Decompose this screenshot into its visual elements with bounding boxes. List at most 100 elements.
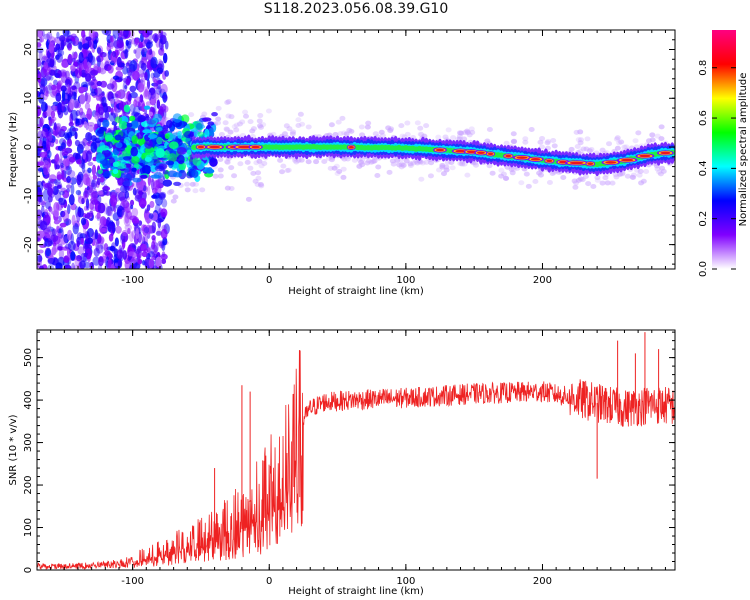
snr-y-tick-label: 100	[23, 518, 34, 537]
haze-speckle	[615, 135, 621, 140]
transition-blob	[177, 131, 182, 139]
haze-speckle	[213, 174, 219, 179]
transition-blob	[177, 147, 187, 155]
noise-speckle	[110, 98, 114, 103]
noise-speckle	[147, 204, 151, 211]
haze-speckle	[348, 129, 354, 134]
noise-speckle	[134, 96, 141, 102]
noise-speckle	[50, 118, 55, 123]
haze-speckle	[237, 161, 243, 166]
noise-speckle	[77, 240, 80, 247]
hotspot-core	[198, 146, 204, 149]
haze-speckle	[459, 161, 465, 166]
noise-speckle	[90, 92, 97, 96]
noise-speckle	[95, 229, 98, 239]
noise-speckle	[55, 262, 62, 271]
noise-speckle	[64, 236, 68, 244]
haze-speckle	[498, 168, 504, 173]
spectrogram-x-tick-label: 100	[396, 275, 415, 286]
transition-blob	[144, 106, 151, 110]
noise-speckle	[123, 250, 128, 260]
noise-speckle	[142, 260, 145, 266]
haze-speckle	[226, 99, 232, 104]
noise-speckle	[46, 212, 51, 222]
haze-speckle	[266, 109, 272, 114]
haze-speckle	[340, 175, 346, 180]
haze-speckle	[336, 120, 342, 125]
haze-speckle	[545, 140, 551, 145]
noise-speckle	[76, 159, 82, 164]
noise-speckle	[71, 85, 76, 90]
haze-speckle	[417, 126, 423, 131]
noise-speckle	[117, 40, 124, 49]
transition-blob	[166, 120, 173, 128]
transition-blob	[130, 147, 138, 157]
noise-speckle	[143, 91, 151, 99]
noise-speckle	[124, 92, 128, 100]
noise-speckle	[47, 187, 53, 196]
noise-speckle	[107, 83, 115, 90]
noise-speckle	[99, 222, 103, 227]
noise-speckle	[56, 49, 64, 56]
colorbar-tick-label: 0.8	[698, 60, 709, 76]
haze-speckle	[619, 171, 625, 176]
transition-blob	[211, 112, 218, 116]
noise-speckle	[149, 258, 154, 268]
noise-speckle	[160, 208, 167, 217]
noise-speckle	[76, 190, 81, 195]
noise-speckle	[151, 73, 155, 79]
haze-speckle	[359, 162, 365, 167]
noise-speckle	[58, 80, 64, 85]
haze-speckle	[443, 165, 449, 170]
haze-speckle	[469, 130, 475, 135]
noise-speckle	[34, 59, 41, 67]
noise-speckle	[43, 61, 48, 69]
hotspot-core	[516, 156, 527, 159]
haze-speckle	[405, 132, 411, 137]
noise-speckle	[54, 122, 57, 131]
transition-blob	[173, 182, 181, 186]
haze-speckle	[659, 124, 665, 129]
spectrogram-y-tick-label: 20	[23, 43, 34, 56]
noise-speckle	[135, 38, 139, 45]
haze-speckle	[606, 141, 612, 146]
noise-speckle	[144, 227, 149, 233]
transition-blob	[117, 163, 127, 169]
hotspot-core	[209, 146, 220, 149]
haze-speckle	[646, 138, 652, 143]
transition-blob	[165, 160, 174, 165]
haze-speckle	[375, 164, 381, 169]
noise-speckle	[131, 230, 135, 239]
haze-speckle	[404, 121, 410, 126]
haze-speckle	[538, 173, 544, 178]
colorbar-tick-label: 0.0	[698, 261, 709, 277]
noise-speckle	[40, 37, 45, 43]
haze-speckle	[518, 180, 524, 185]
noise-speckle	[56, 32, 59, 39]
noise-speckle	[162, 251, 166, 257]
haze-speckle	[341, 130, 347, 135]
noise-speckle	[61, 40, 65, 51]
noise-speckle	[44, 228, 52, 238]
noise-speckle	[122, 66, 128, 75]
noise-speckle	[112, 51, 116, 57]
transition-blob	[177, 155, 185, 165]
noise-speckle	[67, 84, 71, 94]
haze-speckle	[457, 130, 463, 135]
haze-speckle	[188, 112, 194, 117]
noise-speckle	[151, 241, 155, 250]
noise-speckle	[98, 203, 106, 214]
haze-speckle	[224, 159, 230, 164]
haze-speckle	[572, 185, 578, 190]
noise-speckle	[144, 72, 148, 80]
haze-speckle	[335, 171, 341, 176]
noise-speckle	[85, 132, 92, 141]
noise-speckle	[138, 259, 143, 265]
transition-blob	[165, 133, 170, 139]
haze-speckle	[529, 127, 535, 132]
haze-speckle	[359, 124, 365, 129]
transition-blob	[173, 113, 182, 123]
noise-speckle	[52, 85, 58, 96]
noise-speckle	[107, 45, 111, 52]
noise-speckle	[64, 265, 72, 271]
